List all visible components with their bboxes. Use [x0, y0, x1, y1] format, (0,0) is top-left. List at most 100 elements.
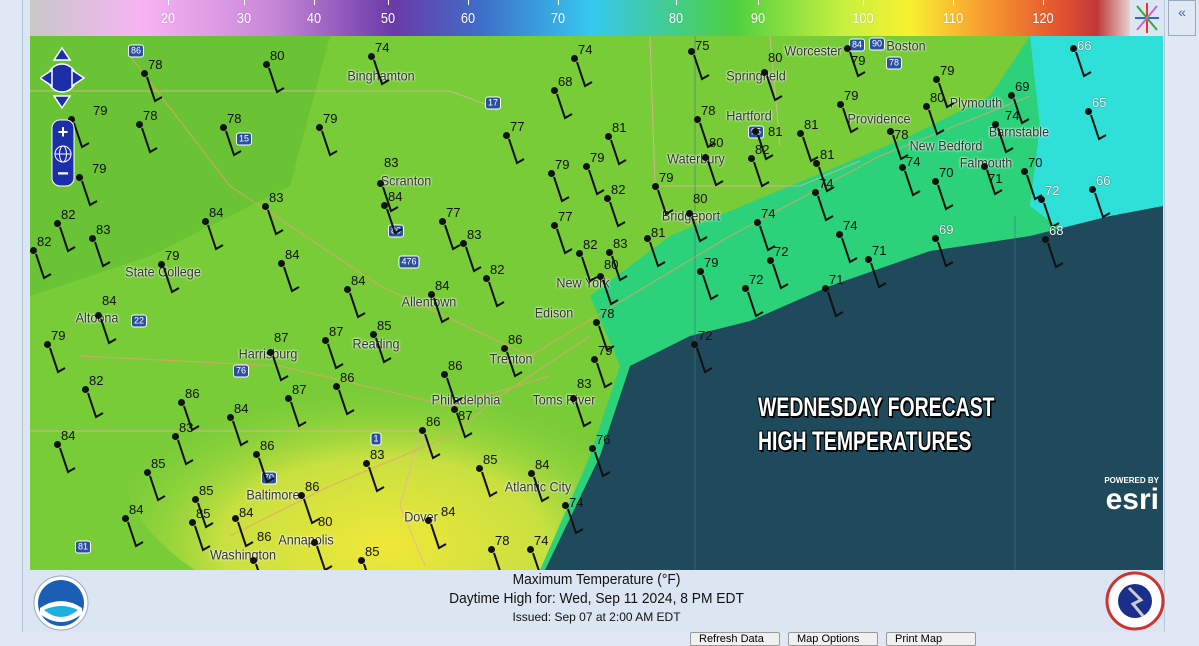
temperature-label: 78: [701, 103, 716, 118]
temperature-label: 83: [370, 447, 385, 462]
map-caption: Maximum Temperature (°F) Daytime High fo…: [30, 570, 1163, 630]
temperature-label: 82: [89, 373, 104, 388]
caption-valid-time: Daytime High for: Wed, Sep 11 2024, 8 PM…: [449, 590, 744, 607]
temperature-label: 72: [774, 244, 789, 259]
station-dot: [812, 189, 819, 196]
station-dot: [697, 268, 704, 275]
wind-barb: [368, 466, 385, 493]
temperature-label: 74: [375, 40, 390, 55]
station-dot: [576, 250, 583, 257]
wind-barb: [870, 262, 887, 289]
wind-barb: [753, 161, 770, 188]
city-label: Springfield: [726, 67, 786, 84]
temperature-label: 87: [292, 382, 307, 397]
temperature-label: 74: [843, 218, 858, 233]
temperature-label: 84: [351, 273, 366, 288]
temperature-label: 74: [1005, 108, 1020, 123]
highway-shield: 1: [370, 432, 382, 446]
caption-issued: Issued: Sep 07 at 2:00 AM EDT: [512, 610, 681, 624]
city-label: Plymouth: [949, 94, 1003, 111]
station-dot: [202, 218, 209, 225]
map-options-button[interactable]: Map Options: [788, 632, 878, 646]
station-dot: [597, 273, 604, 280]
temperature-label: 80: [930, 90, 945, 105]
station-dot: [605, 133, 612, 140]
pan-control[interactable]: [38, 46, 86, 110]
wind-barb: [1090, 114, 1107, 141]
noaa-logo: [32, 574, 90, 637]
station-dot: [992, 121, 999, 128]
temperature-label: 71: [829, 272, 844, 287]
temperature-label: 72: [749, 272, 764, 287]
wind-barb: [657, 189, 674, 216]
wind-barb: [59, 226, 76, 253]
temperature-label: 74: [569, 495, 584, 510]
temperature-label: 71: [872, 243, 887, 258]
wind-barb: [602, 279, 619, 306]
station-dot: [370, 331, 377, 338]
station-dot: [865, 256, 872, 263]
wind-barb: [81, 180, 98, 207]
temperature-label: 80: [768, 50, 783, 65]
station-dot: [644, 235, 651, 242]
wind-barb: [532, 552, 540, 570]
wind-barb: [938, 82, 955, 109]
zoom-in-button[interactable]: +: [58, 122, 69, 142]
collapse-panel-button[interactable]: «: [1168, 0, 1196, 36]
city-label: New York: [556, 274, 610, 291]
station-dot: [813, 160, 820, 167]
highway-shield: 76: [232, 364, 250, 378]
temperature-label: 78: [600, 306, 615, 321]
wind-barb: [772, 263, 789, 290]
forecast-map[interactable]: Binghamton Springfield Worcester Boston Plym…: [30, 36, 1163, 570]
temperature-label: 78: [143, 108, 158, 123]
temperature-label: 82: [37, 234, 52, 249]
wind-barb: [556, 93, 573, 120]
station-dot: [589, 445, 596, 452]
station-dot: [691, 341, 698, 348]
wind-barb: [553, 176, 570, 203]
layers-icon[interactable]: [1132, 0, 1162, 36]
legend-tick-label: 100: [852, 10, 874, 27]
wind-barb: [588, 169, 605, 196]
temperature-label: 83: [577, 376, 592, 391]
zoom-out-button[interactable]: −: [57, 163, 69, 185]
station-dot: [311, 539, 318, 546]
station-dot: [439, 218, 446, 225]
map-background: [30, 36, 1163, 570]
wind-barb: [707, 160, 724, 187]
station-dot: [232, 515, 239, 522]
station-dot: [932, 178, 939, 185]
legend-tick-label: 40: [306, 10, 322, 27]
station-dot: [377, 180, 384, 187]
temperature-label: 84: [285, 247, 300, 262]
city-label: Edison: [534, 304, 574, 321]
station-dot: [686, 210, 693, 217]
temperature-label: 65: [1092, 95, 1107, 110]
refresh-data-button[interactable]: Refresh Data: [690, 632, 780, 646]
print-map-button[interactable]: Print Map: [886, 632, 976, 646]
wind-barb: [1094, 192, 1111, 219]
city-label: Barnstable: [988, 123, 1050, 140]
station-dot: [932, 235, 939, 242]
wind-barb: [609, 201, 626, 228]
wind-barb: [163, 267, 180, 294]
temperature-label: 74: [761, 206, 776, 221]
station-dot: [1008, 92, 1015, 99]
temperature-label: 79: [851, 53, 866, 68]
station-dot: [172, 433, 179, 440]
wind-barb: [581, 256, 598, 283]
temperature-label: 79: [704, 255, 719, 270]
city-label: Binghamton: [347, 67, 415, 84]
station-dot: [419, 427, 426, 434]
temperature-label: 74: [578, 42, 593, 57]
wind-barb: [693, 54, 710, 81]
wind-barb: [937, 184, 954, 211]
esri-logo: POWERED BY esri: [1104, 476, 1159, 516]
wind-barb: [1043, 202, 1060, 229]
wind-barb: [232, 420, 249, 447]
legend-tick-mark: [388, 0, 389, 5]
station-dot: [322, 337, 329, 344]
station-dot: [189, 519, 196, 526]
wind-barb: [316, 545, 333, 570]
